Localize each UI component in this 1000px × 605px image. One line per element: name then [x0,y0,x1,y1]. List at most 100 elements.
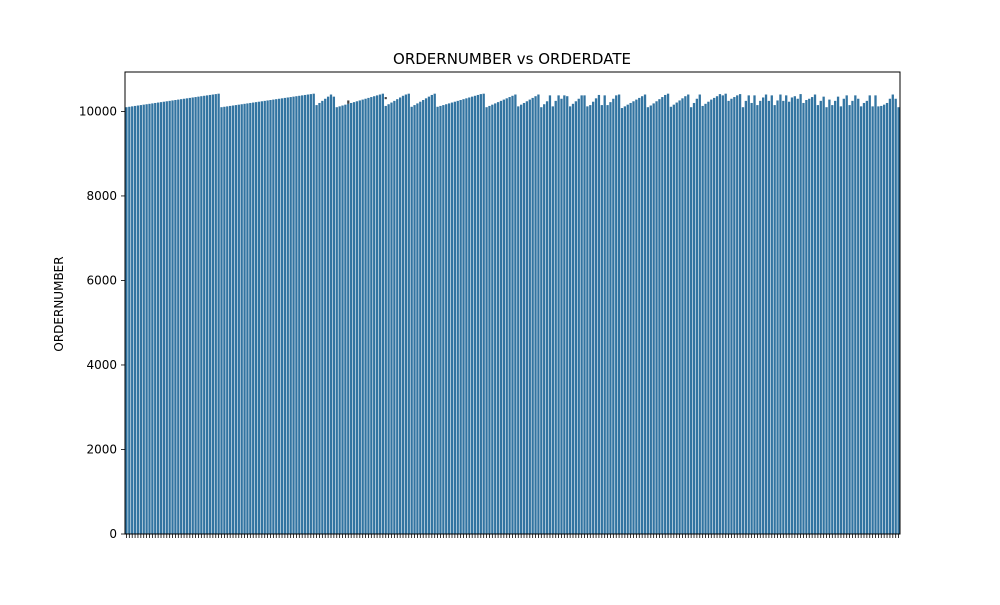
bar [387,104,390,535]
bar [629,102,632,534]
bar [885,102,889,534]
bar [275,99,278,535]
bar [180,99,183,535]
bar [836,96,840,534]
bar [825,107,828,534]
bar [174,100,177,535]
bar [770,95,773,535]
bar [606,105,609,534]
bar [828,99,831,534]
bar [257,101,261,535]
bar [231,105,235,534]
bar [197,96,200,534]
bar [494,103,497,535]
bar [854,95,857,535]
bar [609,102,612,534]
bar [842,98,845,534]
bar [891,94,894,535]
bar [808,98,811,534]
bar [592,101,595,535]
bar [816,105,820,534]
bar [277,98,281,534]
bar [704,103,707,534]
bar [260,101,263,534]
bar [335,107,338,534]
bar [661,97,664,534]
bar [862,102,866,534]
bar [603,95,606,535]
bar [617,94,621,535]
bar [226,106,229,535]
bar [410,106,413,534]
bar [883,104,886,534]
bar [834,100,837,535]
bar [191,97,194,534]
bar [721,95,724,535]
bar [632,101,635,534]
bar [519,104,523,534]
bar [566,96,569,535]
bar [557,95,560,535]
bar [422,100,425,535]
bar [378,94,382,535]
bar [321,100,324,535]
bar [724,93,727,535]
bar [643,94,647,535]
bar [145,104,148,535]
bar [289,97,292,534]
bar [730,98,733,534]
bar [583,95,586,535]
bar [430,94,433,534]
bar [537,94,540,535]
bar [479,94,482,534]
bar [687,94,690,535]
bar [511,95,514,534]
bar [796,98,799,534]
bar [295,96,298,535]
bar [560,98,563,534]
bar [456,100,459,535]
bar [554,100,557,535]
bar [658,99,661,535]
bar [678,100,681,534]
error-bar-group [347,97,387,104]
bar [468,97,471,534]
bar [459,100,462,535]
bar [753,95,756,535]
bar [505,98,508,534]
bar [851,100,854,535]
bar [398,97,402,534]
bar [877,106,880,535]
bar [211,94,215,535]
bar [540,107,543,534]
bar [580,95,583,535]
bar [859,106,863,535]
bar [168,100,171,535]
bar [600,105,603,534]
y-tick-label: 2000 [86,442,117,456]
bar [234,105,238,534]
bar [266,100,269,534]
bar [750,102,753,534]
bar [424,98,428,534]
bar [692,102,696,534]
bar [865,100,869,535]
bar [283,97,287,535]
bar [465,98,468,534]
bar [182,98,186,534]
bar [496,102,500,534]
bar [701,105,704,535]
bar [577,98,580,534]
bar [350,102,353,534]
y-tick-label: 8000 [86,189,117,203]
bar [194,97,197,534]
bar [352,102,356,534]
bar [767,100,771,535]
bar [439,105,442,535]
bar [318,102,321,534]
bar [462,99,465,535]
bar [312,93,315,535]
bar [698,94,701,535]
bar [433,93,436,535]
